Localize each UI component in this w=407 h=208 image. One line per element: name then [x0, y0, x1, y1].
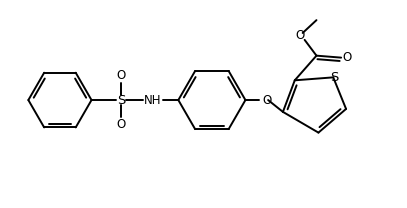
Text: O: O [342, 51, 352, 64]
Text: S: S [117, 94, 125, 106]
Text: O: O [263, 94, 272, 106]
Text: O: O [295, 29, 304, 42]
Text: NH: NH [144, 94, 162, 106]
Text: S: S [330, 71, 338, 84]
Text: O: O [116, 118, 126, 131]
Text: O: O [116, 69, 126, 82]
